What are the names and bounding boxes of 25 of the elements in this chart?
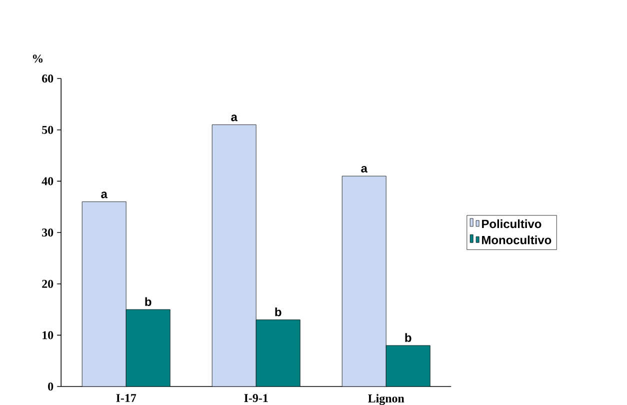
y-tick-label: 60	[42, 74, 54, 83]
data-label: a	[231, 114, 238, 122]
y-tick-label: 20	[42, 280, 54, 288]
bar	[82, 202, 126, 387]
legend-label: Policultivo	[482, 219, 542, 228]
x-tick-label: I-9-1	[244, 394, 268, 402]
data-label: b	[275, 307, 282, 316]
y-axis-title: %	[32, 54, 43, 63]
bar	[212, 124, 256, 387]
y-tick-label: 40	[42, 177, 54, 186]
bar	[342, 176, 386, 387]
data-label: b	[145, 297, 152, 306]
y-tick-label: 50	[42, 126, 54, 134]
data-label: a	[361, 166, 368, 173]
x-tick-label: Lignon	[368, 394, 404, 405]
data-label: a	[101, 192, 108, 198]
x-tick-label: I-17	[116, 394, 136, 402]
bar	[256, 320, 300, 387]
bar	[386, 345, 430, 387]
y-tick-label: 30	[42, 228, 54, 237]
data-label: b	[405, 333, 412, 342]
bar	[126, 309, 170, 387]
y-tick-label: 0	[48, 382, 54, 391]
y-tick-label: 10	[42, 331, 54, 340]
legend-label: Monocultivo	[482, 236, 552, 244]
